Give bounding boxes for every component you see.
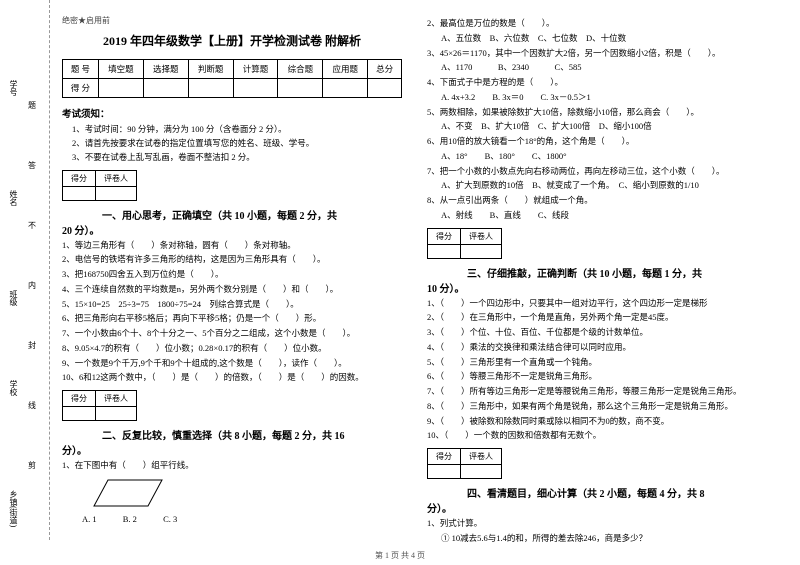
- col-5: 应用题: [323, 60, 368, 79]
- label-village: 乡镇(街道): [8, 490, 19, 527]
- s3q1: 1、（ ）一个四边形中，只要其中一组对边平行，这个四边形一定是梯形: [427, 297, 768, 310]
- bind-allow: 答: [28, 160, 36, 171]
- s2q7-opts: A、扩大到原数的10倍 B、就变成了一个角。 C、缩小到原数的1/10: [441, 179, 768, 192]
- label-name: 姓名: [8, 190, 19, 206]
- s1q10: 10、6和12这两个数中，（ ）是（ ）的倍数，（ ）是（ ）的因数。: [62, 371, 402, 384]
- parallelogram-figure: [92, 476, 402, 512]
- s1q6: 6、把三角形向右平移5格后；再向下平移5格；仍是一个（ ）形。: [62, 312, 402, 325]
- parallelogram-svg: [92, 476, 172, 510]
- grader-table-4: 得分评卷人: [427, 448, 502, 479]
- bind-line: 线: [28, 400, 36, 411]
- s1q2: 2、电信号的铁塔有许多三角形的结构，这是因为三角形具有（ ）。: [62, 253, 402, 266]
- s2q5-opts: A、不变 B、扩大10倍 C、扩大100倍 D、缩小100倍: [441, 120, 768, 133]
- s2q7: 7、把一个小数的小数点先向右移动两位，再向左移动三位，这个小数（ ）。: [427, 165, 768, 178]
- s3q2: 2、（ ）在三角形中，一个角是直角，另外两个角一定是45度。: [427, 311, 768, 324]
- score-table: 题 号 填空题 选择题 判断题 计算题 综合题 应用题 总分 得 分: [62, 59, 402, 98]
- s2q3-opts: A、1170 B、2340 C、585: [441, 61, 768, 74]
- exam-title: 2019 年四年级数学【上册】开学检测试卷 附解析: [62, 32, 402, 49]
- s3q3: 3、（ ）个位、十位、百位、千位都是个级的计数单位。: [427, 326, 768, 339]
- s2q1-c: C. 3: [163, 514, 177, 524]
- s2q8-opts: A、射线 B、直线 C、线段: [441, 209, 768, 222]
- grader-table-3: 得分评卷人: [427, 228, 502, 259]
- s1q5: 5、15×10=25 25÷3=75 1800÷75=24 列综合算式是（ ）。: [62, 298, 402, 311]
- s2q3: 3、45×26＝1170，其中一个因数扩大2倍，另一个因数缩小2倍，积是（ ）。: [427, 47, 768, 60]
- grader-table-2: 得分评卷人: [62, 390, 137, 421]
- s3q10: 10、（ ）一个数的因数和倍数都有无数个。: [427, 429, 768, 442]
- s2q8: 8、从一点引出两条（ ）就组成一个角。: [427, 194, 768, 207]
- score-head-1: 题 号: [63, 60, 99, 79]
- bind-forbid: 不: [28, 220, 36, 231]
- col-4: 综合题: [278, 60, 323, 79]
- notice-3: 3、不要在试卷上乱写乱画，卷面不整洁扣 2 分。: [72, 152, 402, 164]
- s2q6-opts: A、18° B、180° C、1800°: [441, 150, 768, 163]
- s4q1: 1、列式计算。: [427, 517, 768, 530]
- bind-inner: 内: [28, 280, 36, 291]
- s1q3: 3、把168750四舍五入到万位约是（ ）。: [62, 268, 402, 281]
- s1q8: 8、9.05×4.7的积有（ ）位小数；0.28×0.17的积有（ ）位小数。: [62, 342, 402, 355]
- notice-title: 考试须知：: [62, 106, 402, 120]
- notice-1: 1、考试时间：90 分钟，满分为 100 分（含卷面分 2 分）。: [72, 124, 402, 136]
- s4q1-sub: ① 10减去5.6与1.4的和，所得的差去除246，商是多少？: [441, 532, 768, 545]
- bind-seal: 封: [28, 340, 36, 351]
- grader-score: 得分: [63, 170, 96, 186]
- section1-title: 一、用心思考，正确填空（共 10 小题，每题 2 分，共: [102, 211, 337, 222]
- section3-title: 三、仔细推敲，正确判断（共 10 小题，每题 1 分，共: [467, 269, 702, 280]
- section4-title: 四、看清题目，细心计算（共 2 小题，每题 4 分，共 8: [467, 489, 705, 500]
- s3q8: 8、（ ）三角形中，如果有两个角是锐角，那么这个三角形一定是锐角三角形。: [427, 400, 768, 413]
- s2q4: 4、下面式子中是方程的是（ ）。: [427, 76, 768, 89]
- s3q9: 9、（ ）被除数和除数同时乘或除以相同不为0的数，商不变。: [427, 415, 768, 428]
- grader-table-1: 得分评卷人: [62, 170, 137, 201]
- label-school: 学校: [8, 380, 19, 396]
- s3q4: 4、（ ）乘法的交换律和乘法结合律可以同时应用。: [427, 341, 768, 354]
- label-class: 班级: [8, 290, 19, 306]
- bind-cut: 剪: [28, 460, 36, 471]
- s2q1-a: A. 1: [82, 514, 97, 524]
- notice-2: 2、请首先按要求在试卷的指定位置填写您的姓名、班级、学号。: [72, 138, 402, 150]
- binding-margin: 乡镇(街道) 学校 班级 姓名 学号 剪 线 封 内 不 答 题: [0, 0, 50, 540]
- s2q1-opts: A. 1 B. 2 C. 3: [82, 514, 402, 524]
- secret-label: 绝密★启用前: [62, 15, 402, 26]
- left-column: 绝密★启用前 2019 年四年级数学【上册】开学检测试卷 附解析 题 号 填空题…: [50, 0, 415, 540]
- s2q6: 6、用10倍的放大镜看一个18°的角，这个角是（ ）。: [427, 135, 768, 148]
- s2q1-b: B. 2: [123, 514, 137, 524]
- col-0: 填空题: [99, 60, 144, 79]
- section4-pts: 分）。: [427, 500, 768, 515]
- s3q5: 5、（ ）三角形里有一个直角或一个钝角。: [427, 356, 768, 369]
- page-footer: 第 1 页 共 4 页: [0, 550, 800, 561]
- s2q2: 2、最高位是万位的数是（ ）。: [427, 17, 768, 30]
- col-1: 选择题: [143, 60, 188, 79]
- s2q2-opts: A、五位数 B、六位数 C、七位数 D、十位数: [441, 32, 768, 45]
- s2q4-opts: A. 4x+3.2 B. 3x＝0 C. 3x－0.5＞1: [441, 91, 768, 104]
- bind-ans: 题: [28, 100, 36, 111]
- section2-pts: 分）。: [62, 442, 402, 457]
- s1q1: 1、等边三角形有（ ）条对称轴，圆有（ ）条对称轴。: [62, 239, 402, 252]
- grader-person: 评卷人: [96, 170, 137, 186]
- right-column: 2、最高位是万位的数是（ ）。 A、五位数 B、六位数 C、七位数 D、十位数 …: [415, 0, 780, 540]
- s3q7: 7、（ ）所有等边三角形一定是等腰锐角三角形，等腰三角形一定是锐角三角形。: [427, 385, 768, 398]
- col-6: 总分: [368, 60, 402, 79]
- score-head-2: 得 分: [63, 79, 99, 98]
- s2q5: 5、两数相除，如果被除数扩大10倍，除数缩小10倍，那么商会（ ）。: [427, 106, 768, 119]
- col-2: 判断题: [188, 60, 233, 79]
- page-container: 乡镇(街道) 学校 班级 姓名 学号 剪 线 封 内 不 答 题 绝密★启用前 …: [0, 0, 800, 540]
- s1q4: 4、三个连续自然数的平均数是n，另外两个数分别是（ ）和（ ）。: [62, 283, 402, 296]
- section2-title: 二、反复比较，慎重选择（共 8 小题，每题 2 分，共 16: [102, 431, 345, 442]
- label-id: 学号: [8, 80, 19, 96]
- col-3: 计算题: [233, 60, 278, 79]
- s1q9: 9、一个数是9个千万,9个千和9个十组成的,这个数是（ ），读作（ ）。: [62, 357, 402, 370]
- s3q6: 6、（ ）等腰三角形不一定是锐角三角形。: [427, 370, 768, 383]
- section3-pts: 10 分）。: [427, 280, 768, 295]
- s2q1: 1、在下图中有（ ）组平行线。: [62, 459, 402, 472]
- section1-pts: 20 分）。: [62, 222, 402, 237]
- s1q7: 7、一个小数由6个十、8个十分之一、5个百分之二组成，这个小数是（ ）。: [62, 327, 402, 340]
